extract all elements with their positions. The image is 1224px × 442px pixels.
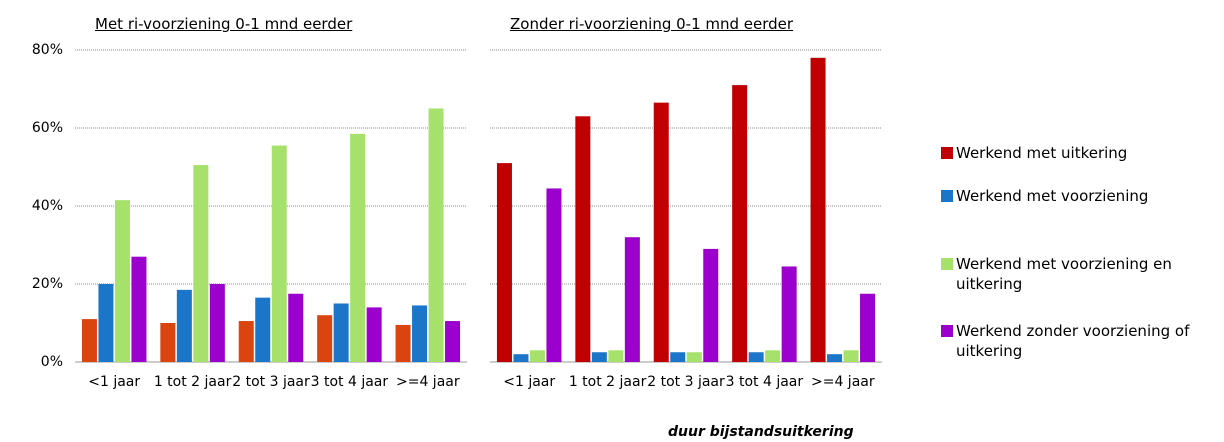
y-tick-label: 60% <box>31 120 63 136</box>
bar <box>412 305 428 362</box>
bar <box>513 354 529 362</box>
bar <box>496 163 512 362</box>
y-tick-label: 0% <box>40 354 63 370</box>
bar <box>546 188 562 362</box>
bar <box>703 248 719 362</box>
legend-label: Werkend zonder voorziening of uitkering <box>956 322 1190 360</box>
legend-swatch <box>941 258 953 270</box>
bar <box>529 350 545 362</box>
x-tick-label: >=4 jaar <box>395 374 460 390</box>
bar <box>575 116 591 362</box>
bar <box>445 321 461 362</box>
bar <box>591 352 607 362</box>
bar <box>317 315 333 362</box>
panel-title: Zonder ri-voorziening 0-1 mnd eerder <box>510 15 794 33</box>
x-tick-label: 2 tot 3 jaar <box>647 374 725 390</box>
bar <box>732 85 748 362</box>
x-tick-label: 3 tot 4 jaar <box>725 374 804 390</box>
x-tick-label: 3 tot 4 jaar <box>310 374 389 390</box>
bar <box>860 293 876 362</box>
bar <box>98 284 114 362</box>
legend-swatch <box>941 325 953 337</box>
x-tick-label: <1 jaar <box>503 374 556 390</box>
bar <box>428 108 444 362</box>
x-tick-label: 1 tot 2 jaar <box>153 374 232 390</box>
bar <box>193 165 209 362</box>
bar <box>81 319 97 362</box>
bar <box>843 350 859 362</box>
bar <box>395 324 411 362</box>
bar <box>608 350 624 362</box>
x-axis-label: duur bijstandsuitkering <box>668 424 854 440</box>
bar <box>209 284 225 362</box>
bar <box>238 321 254 362</box>
legend-swatch <box>941 190 953 202</box>
legend-label: Werkend met uitkering <box>956 144 1128 162</box>
legend-label: Werkend met voorziening en uitkering <box>956 255 1172 293</box>
bar <box>748 352 764 362</box>
y-tick-label: 40% <box>31 198 63 214</box>
panel-title: Met ri-voorziening 0-1 mnd eerder <box>95 15 353 33</box>
bar <box>288 293 304 362</box>
legend-swatch <box>941 147 953 159</box>
bar <box>827 354 843 362</box>
x-tick-label: <1 jaar <box>88 374 141 390</box>
bar <box>765 350 781 362</box>
bar <box>114 200 130 362</box>
bar <box>271 145 287 362</box>
bar <box>333 303 349 362</box>
y-tick-label: 20% <box>31 276 63 292</box>
bar <box>131 256 147 362</box>
bar <box>653 102 669 363</box>
bar <box>160 323 176 362</box>
bar <box>810 57 826 363</box>
x-tick-label: 2 tot 3 jaar <box>232 374 310 390</box>
bar <box>686 352 702 362</box>
bar <box>366 307 382 362</box>
bar <box>781 266 797 362</box>
x-tick-label: >=4 jaar <box>810 374 875 390</box>
y-tick-label: 80% <box>31 42 63 58</box>
bar <box>350 133 366 362</box>
legend-label: Werkend met voorziening <box>956 187 1149 205</box>
bar <box>255 297 271 362</box>
bar <box>670 352 686 362</box>
bar <box>176 289 192 362</box>
bar <box>624 237 640 362</box>
x-tick-label: 1 tot 2 jaar <box>568 374 647 390</box>
